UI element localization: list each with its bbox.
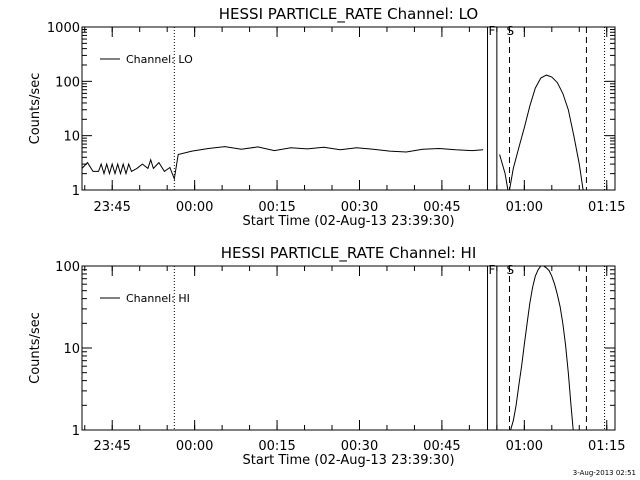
chart-title: HESSI PARTICLE_RATE Channel: HI <box>221 244 477 263</box>
plot-frame <box>81 265 616 431</box>
y-axis-label: Counts/sec <box>28 73 43 145</box>
y-tick-label: 10 <box>63 130 80 145</box>
x-tick-label: 00:30 <box>341 439 378 454</box>
flag-label-f: F <box>489 263 496 277</box>
x-tick-label: 00:45 <box>423 200 460 215</box>
x-axis-label: Start Time (02-Aug-13 23:39:30) <box>242 214 454 229</box>
series-line <box>81 146 484 181</box>
flag-label-f: F <box>489 24 496 38</box>
x-axis-label: Start Time (02-Aug-13 23:39:30) <box>242 453 454 468</box>
legend-label: Channel: HI <box>126 292 190 305</box>
hi-channel-plot: HESSI PARTICLE_RATE Channel: HI 1 10 100 Cou… <box>28 244 625 468</box>
y-tick-label: 1000 <box>47 21 80 36</box>
x-tick-label: 01:15 <box>588 439 625 454</box>
x-tick-label: 00:00 <box>176 439 213 454</box>
series-line <box>499 154 509 191</box>
y-tick-label: 100 <box>55 260 80 275</box>
x-tick-label: 00:00 <box>176 200 213 215</box>
x-tick-label: 23:45 <box>93 439 130 454</box>
x-tick-label: 01:00 <box>506 439 543 454</box>
x-tick-label: 23:45 <box>93 200 130 215</box>
x-tick-label: 00:45 <box>423 439 460 454</box>
plot-frame <box>81 26 616 191</box>
chart-title: HESSI PARTICLE_RATE Channel: LO <box>219 5 478 24</box>
x-tick-label: 00:30 <box>341 200 378 215</box>
series-line <box>509 74 584 191</box>
y-tick-label: 1 <box>72 184 80 199</box>
lo-channel-plot: HESSI PARTICLE_RATE Channel: LO 1 10 100 100… <box>28 5 625 229</box>
x-tick-label: 01:15 <box>588 200 625 215</box>
series-line <box>510 265 574 431</box>
print-timestamp: 3-Aug-2013 02:51 <box>573 469 636 477</box>
x-tick-label: 00:15 <box>258 439 295 454</box>
legend-label: Channel: LO <box>126 53 193 66</box>
x-tick-label: 01:00 <box>506 200 543 215</box>
y-tick-label: 100 <box>55 75 80 90</box>
y-axis-label: Counts/sec <box>28 312 43 384</box>
y-tick-label: 10 <box>63 342 80 357</box>
flag-label-s: S <box>506 263 514 277</box>
flag-label-s: S <box>506 24 514 38</box>
x-tick-label: 00:15 <box>258 200 295 215</box>
y-tick-label: 1 <box>72 424 80 439</box>
